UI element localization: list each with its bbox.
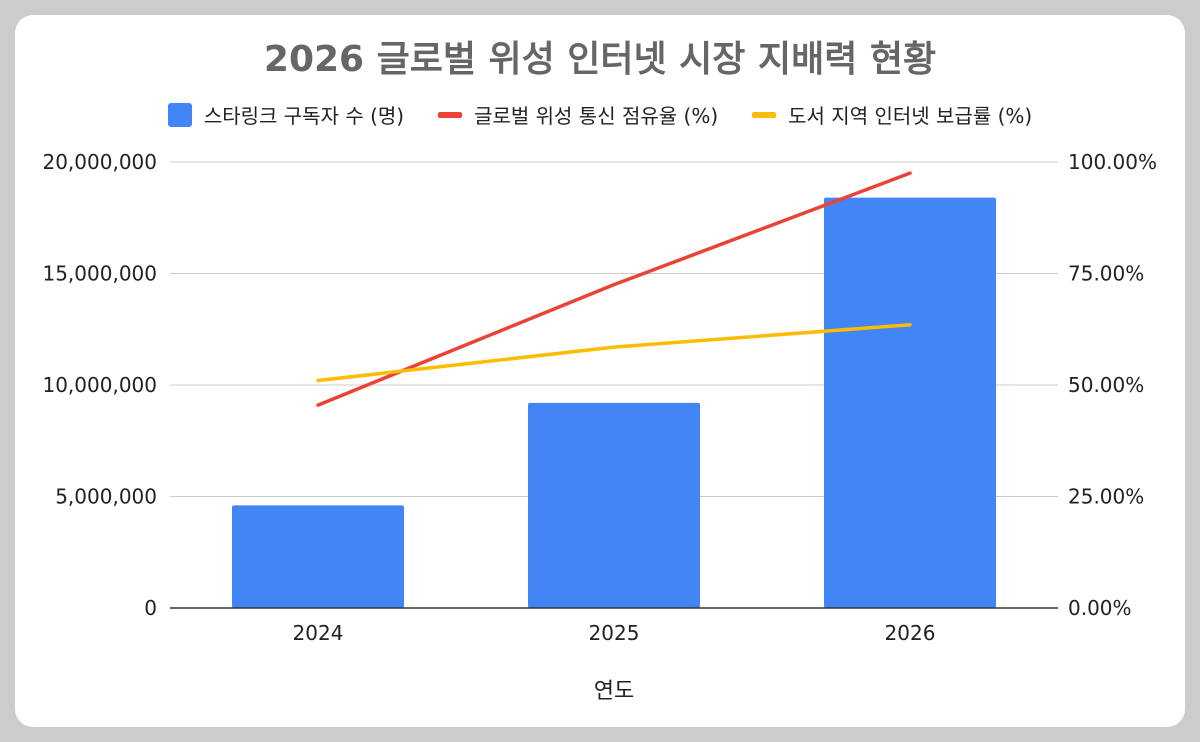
legend-swatch-penetration — [752, 111, 777, 118]
x-axis-title: 연도 — [594, 679, 634, 704]
legend-item-subscribers[interactable]: 스타링크 구독자 수 (명) — [167, 100, 405, 129]
x-tick-label: 2026 — [885, 621, 936, 645]
x-tick-label: 2025 — [589, 621, 640, 645]
legend-item-penetration[interactable]: 도서 지역 인터넷 보급률 (%) — [752, 100, 1032, 129]
bar — [824, 197, 996, 608]
bar — [232, 505, 404, 608]
x-axis-ticks: 2024 2025 2026 — [293, 621, 936, 645]
right-tick-label: 75.00% — [1068, 262, 1144, 286]
chart-title: 2026 글로벌 위성 인터넷 시장 지배력 현황 — [263, 39, 937, 80]
left-tick-label: 20,000,000 — [42, 150, 157, 174]
bar — [528, 402, 700, 608]
line-series — [316, 171, 912, 407]
series-line — [316, 323, 912, 383]
right-tick-label: 25.00% — [1068, 485, 1144, 509]
right-tick-label: 50.00% — [1068, 373, 1144, 397]
legend-label-share: 글로벌 위성 통신 점유율 (%) — [474, 104, 719, 128]
legend-label-subscribers: 스타링크 구독자 수 (명) — [203, 104, 405, 128]
series-line — [316, 171, 912, 407]
right-tick-label: 100.00% — [1068, 150, 1157, 174]
left-axis-ticks: 0 5,000,000 10,000,000 15,000,000 20,000,000 — [42, 150, 157, 620]
legend-item-share[interactable]: 글로벌 위성 통신 점유율 (%) — [438, 100, 718, 129]
left-tick-label: 10,000,000 — [42, 373, 157, 397]
legend-swatch-share — [438, 111, 463, 118]
left-tick-label: 15,000,000 — [42, 262, 157, 286]
left-tick-label: 0 — [144, 596, 157, 620]
legend-swatch-subscribers — [167, 102, 192, 127]
left-tick-label: 5,000,000 — [55, 485, 157, 509]
right-axis-ticks: 0.00% 25.00% 50.00% 75.00% 100.00% — [1068, 150, 1157, 620]
legend-label-penetration: 도서 지역 인터넷 보급률 (%) — [788, 104, 1033, 128]
legend: 스타링크 구독자 수 (명) 글로벌 위성 통신 점유율 (%) 도서 지역 인… — [0, 100, 1200, 129]
bar-series — [232, 197, 996, 608]
right-tick-label: 0.00% — [1068, 596, 1132, 620]
x-tick-label: 2024 — [293, 621, 344, 645]
